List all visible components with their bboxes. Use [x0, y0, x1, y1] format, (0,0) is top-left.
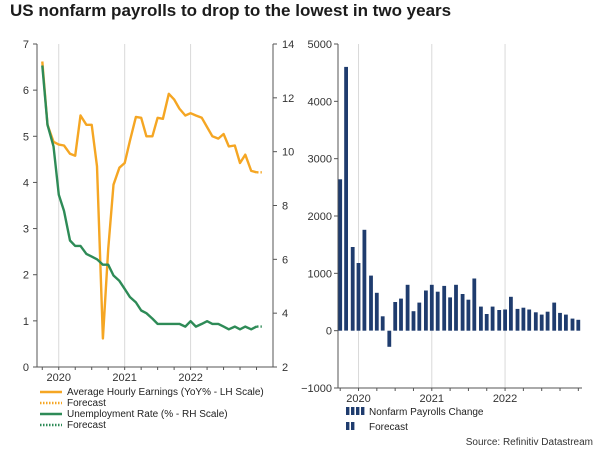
- payrolls-bar: [527, 309, 532, 331]
- payrolls-bar: [399, 298, 403, 331]
- payrolls-forecast-bar: [576, 319, 581, 331]
- left-x-tick-label: 2020: [47, 372, 71, 384]
- payrolls-bar: [497, 310, 502, 331]
- payrolls-bar: [454, 284, 458, 331]
- payrolls-bar: [552, 302, 557, 331]
- legends: Average Hourly Earnings (YoY% - LH Scale…: [40, 387, 484, 433]
- payrolls-bar: [393, 302, 398, 331]
- left-x-tick-label: 2021: [112, 372, 136, 384]
- bar-y-tick-label: 3000: [308, 154, 332, 166]
- payrolls-bar: [442, 285, 447, 331]
- right-x-tick-label: 2022: [493, 393, 517, 405]
- payrolls-bar: [545, 311, 550, 331]
- right-y-tick-label: 12: [282, 93, 294, 105]
- bar-y-tick-label: 1000: [308, 268, 332, 280]
- payrolls-bar: [460, 294, 465, 331]
- right-y-tick-label: 4: [282, 308, 288, 320]
- legend-bar-swatch: [361, 407, 365, 415]
- payrolls-bar: [503, 309, 507, 331]
- legend-bar-forecast-swatch: [346, 422, 350, 430]
- bar-y-tick-label: 4000: [308, 96, 332, 108]
- payrolls-bar: [374, 292, 379, 331]
- payrolls-bar: [448, 297, 452, 331]
- payrolls-bar: [490, 306, 495, 331]
- payrolls-bar: [369, 275, 373, 331]
- left-y-tick-label: 3: [23, 224, 29, 236]
- payrolls-bar: [509, 296, 513, 331]
- legend-bar-swatch: [351, 407, 355, 415]
- left-x-tick-label: 2022: [178, 372, 202, 384]
- payrolls-bar: [424, 290, 428, 331]
- bar-y-tick-label: 5000: [308, 39, 332, 51]
- bar-y-tick-label: 0: [326, 326, 332, 338]
- payrolls-bar: [521, 307, 526, 331]
- payrolls-bar: [338, 179, 343, 331]
- payrolls-bar: [356, 263, 361, 331]
- legend-label-2: Unemployment Rate (% - RH Scale): [67, 409, 228, 420]
- payrolls-bar: [435, 291, 440, 331]
- payrolls-bar: [380, 316, 385, 331]
- payrolls-bar: [362, 229, 367, 331]
- legend-payrolls-forecast-label: Forecast: [369, 422, 408, 433]
- left-y-tick-label: 6: [23, 85, 29, 97]
- legend-bar-swatch: [356, 407, 360, 415]
- right-y-tick-label: 6: [282, 254, 288, 266]
- payrolls-bar: [558, 312, 562, 331]
- payrolls-bar: [484, 314, 489, 331]
- payrolls-bar: [411, 311, 416, 331]
- payrolls-bar: [344, 66, 348, 331]
- legend-bar-forecast-swatch: [351, 422, 355, 430]
- left-y-tick-label: 1: [23, 316, 29, 328]
- right-y-tick-label: 8: [282, 201, 288, 213]
- payrolls-bar: [533, 312, 538, 331]
- legend-label-3: Forecast: [67, 420, 106, 431]
- legend-payrolls-label: Nonfarm Payrolls Change: [369, 407, 484, 418]
- bar-y-tick-label: 2000: [308, 211, 332, 223]
- bar-y-tick-label: −1000: [301, 383, 332, 395]
- right-x-tick-label: 2021: [420, 393, 444, 405]
- right-y-tick-label: 14: [282, 39, 294, 51]
- right-x-tick-label: 2020: [346, 393, 370, 405]
- source-note: Source: Refinitiv Datastream: [466, 437, 593, 448]
- right-y-tick-label: 2: [282, 362, 288, 374]
- earnings-line: [41, 61, 257, 340]
- left-y-tick-label: 7: [23, 39, 29, 51]
- legend-label-0: Average Hourly Earnings (YoY% - LH Scale…: [67, 387, 264, 398]
- chart-title: US nonfarm payrolls to drop to the lowes…: [10, 1, 452, 20]
- payrolls-bar: [479, 306, 483, 331]
- payrolls-bar: [539, 314, 544, 331]
- left-y-tick-label: 5: [23, 131, 29, 143]
- payrolls-bar: [405, 284, 410, 331]
- payrolls-bar: [417, 302, 422, 331]
- payrolls-bar: [350, 247, 355, 331]
- left-y-tick-label: 2: [23, 270, 29, 282]
- payrolls-bar: [387, 330, 392, 347]
- left-y-tick-label: 4: [23, 177, 29, 189]
- payrolls-bar: [466, 299, 471, 331]
- legend-bar-swatch: [346, 407, 350, 415]
- unemployment-line: [41, 65, 258, 331]
- right-bar-chart: 2020 2021 2022 5000 4000 3000 2000 1000 0 −1000: [301, 39, 582, 405]
- payrolls-bar: [570, 318, 575, 331]
- payrolls-bar: [515, 308, 520, 331]
- payrolls-bar: [564, 314, 568, 331]
- payrolls-bar: [429, 284, 434, 331]
- right-y-tick-label: 10: [282, 147, 294, 159]
- left-y-tick-label: 0: [23, 362, 29, 374]
- legend-label-1: Forecast: [67, 398, 106, 409]
- payrolls-bar: [472, 278, 477, 331]
